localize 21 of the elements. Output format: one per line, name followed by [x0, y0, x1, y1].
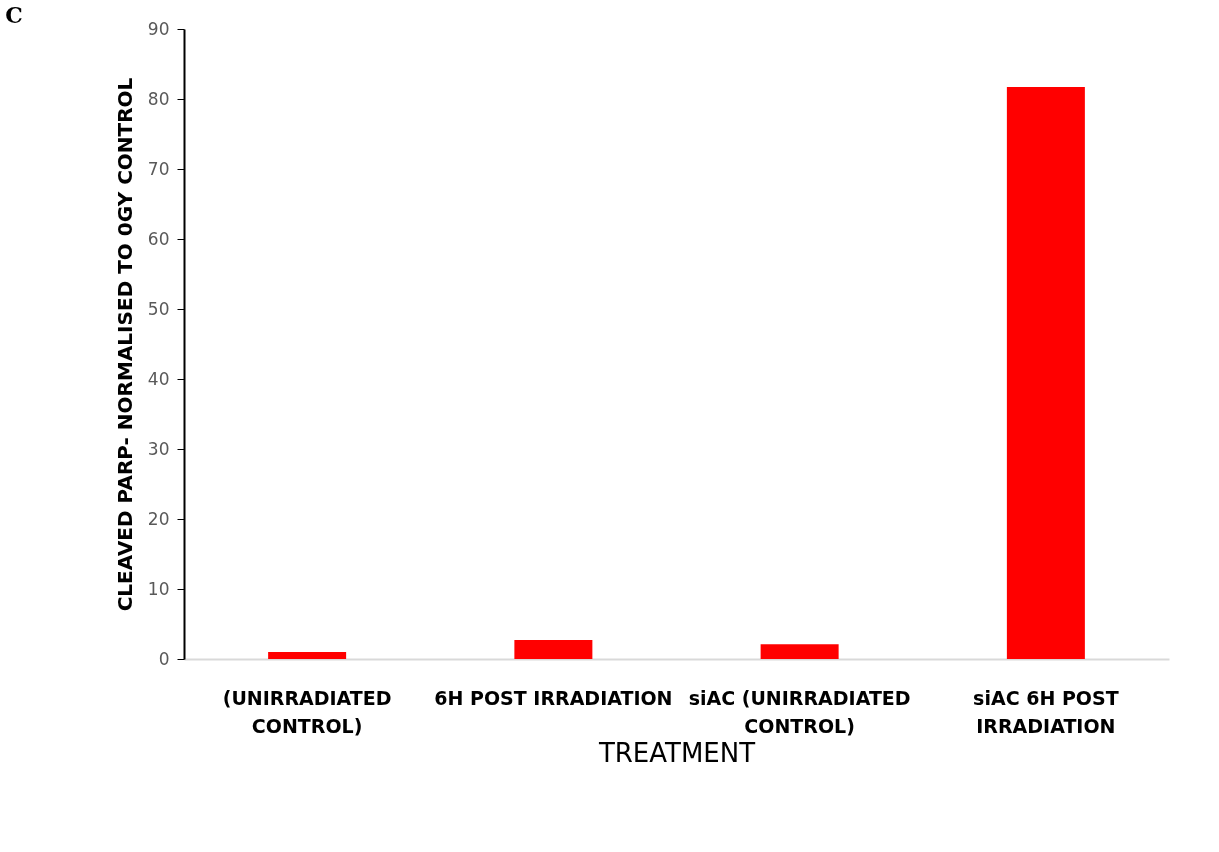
- x-tick-label: (UNIRRADIATED CONTROL): [222, 686, 392, 737]
- bar: [1006, 87, 1085, 659]
- y-tick-label: 90: [147, 18, 170, 39]
- y-tick-label: 30: [147, 438, 170, 459]
- x-tick-label: siAC 6H POST IRRADIATION: [973, 686, 1119, 737]
- y-tick-label: 10: [147, 578, 170, 599]
- y-tick-label: 20: [147, 508, 170, 529]
- chart-title: C: [5, 2, 23, 28]
- x-axis-title: TREATMENT: [597, 737, 756, 768]
- y-tick-label: 70: [147, 158, 170, 179]
- bar: [514, 640, 593, 659]
- x-tick-label: siAC (UNIRRADIATED CONTROL): [688, 686, 911, 737]
- y-tick-label: 0: [158, 648, 170, 669]
- x-tick-label: 6H POST IRRADIATION: [434, 686, 673, 709]
- y-tick-label: 50: [147, 298, 170, 319]
- bar: [760, 644, 839, 659]
- y-tick-label: 60: [147, 228, 170, 249]
- bar: [268, 652, 347, 659]
- y-tick-label: 80: [147, 88, 170, 109]
- y-tick-label: 40: [147, 368, 170, 389]
- y-axis-title: CLEAVED PARP- NORMALISED TO 0GY CONTROL: [112, 77, 137, 612]
